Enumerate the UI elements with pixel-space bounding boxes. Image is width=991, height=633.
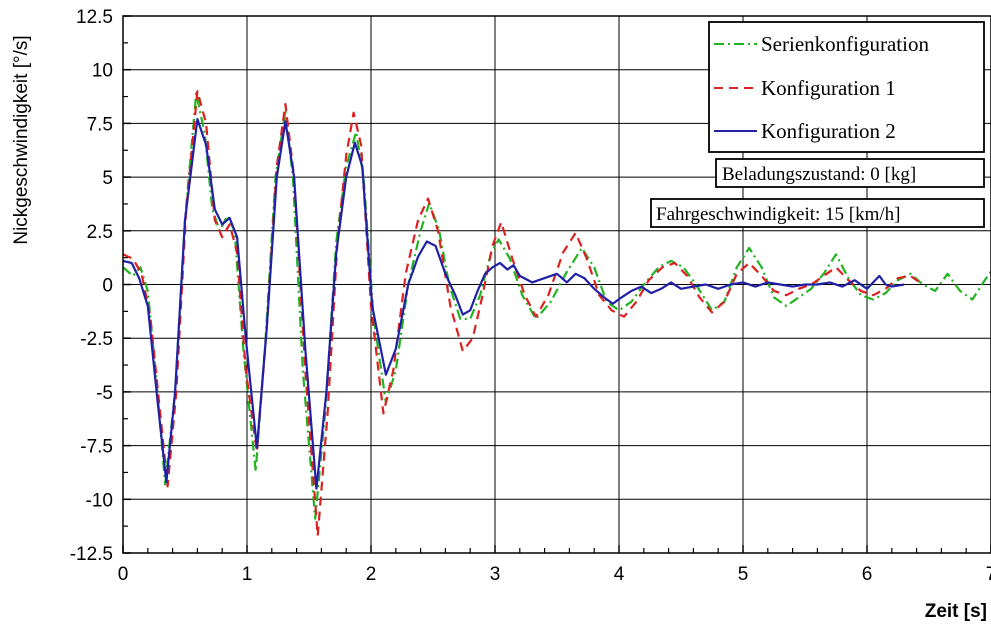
x-axis-title: Zeit [s]	[925, 601, 987, 622]
x-tick-label: 1	[242, 564, 253, 585]
y-tick-label: -2.5	[80, 329, 113, 350]
series-line-konfiguration-1	[122, 90, 924, 537]
x-tick-label: 7	[986, 564, 991, 585]
y-tick-label: 5	[102, 168, 113, 189]
x-tick-label: 4	[614, 564, 625, 585]
legend-label-konfiguration-1: Konfiguration 1	[761, 76, 896, 100]
annotation-speed-text: Fahrgeschwindigkeit: 15 [km/h]	[656, 204, 901, 225]
x-tick-label: 0	[118, 564, 129, 585]
y-tick-label: -12.5	[70, 544, 113, 565]
y-tick-label: 12.5	[76, 7, 113, 28]
axis-ticks	[122, 15, 991, 554]
y-tick-label: 10	[92, 61, 113, 82]
y-tick-label: -7.5	[80, 437, 113, 458]
annotation-load-box	[715, 158, 985, 188]
annotation-load-text: Beladungszustand: 0 [kg]	[722, 164, 916, 185]
y-tick-labels: 12.5 10 7.5 5 2.5 0 -2.5 -5 -7.5 -10 -12.5	[70, 7, 113, 565]
x-tick-label: 3	[490, 564, 501, 585]
annotation-speed-box	[650, 198, 985, 228]
y-tick-label: 2.5	[87, 222, 113, 243]
y-tick-label: -5	[96, 383, 113, 404]
x-tick-label: 2	[366, 564, 377, 585]
x-tick-label: 6	[862, 564, 873, 585]
annotation-driving-speed: Fahrgeschwindigkeit: 15 [km/h]	[650, 198, 985, 228]
series-line-konfiguration-2	[122, 118, 905, 490]
annotation-load-state: Beladungszustand: 0 [kg]	[715, 158, 985, 188]
legend: Serienkonfiguration Konfiguration 1 Konf…	[708, 21, 985, 153]
x-tick-labels: 0 1 2 3 4 5 6 7	[118, 564, 991, 585]
x-tick-label: 5	[738, 564, 749, 585]
y-tick-label: 7.5	[87, 114, 113, 135]
series-lines	[122, 90, 991, 537]
y-tick-label: 0	[102, 276, 113, 297]
legend-label-serienkonfiguration: Serienkonfiguration	[761, 32, 929, 56]
legend-label-konfiguration-2: Konfiguration 2	[761, 119, 896, 143]
y-tick-label: -10	[86, 490, 113, 511]
y-axis-title: Nickgeschwindigkeit [°/s]	[11, 35, 32, 244]
